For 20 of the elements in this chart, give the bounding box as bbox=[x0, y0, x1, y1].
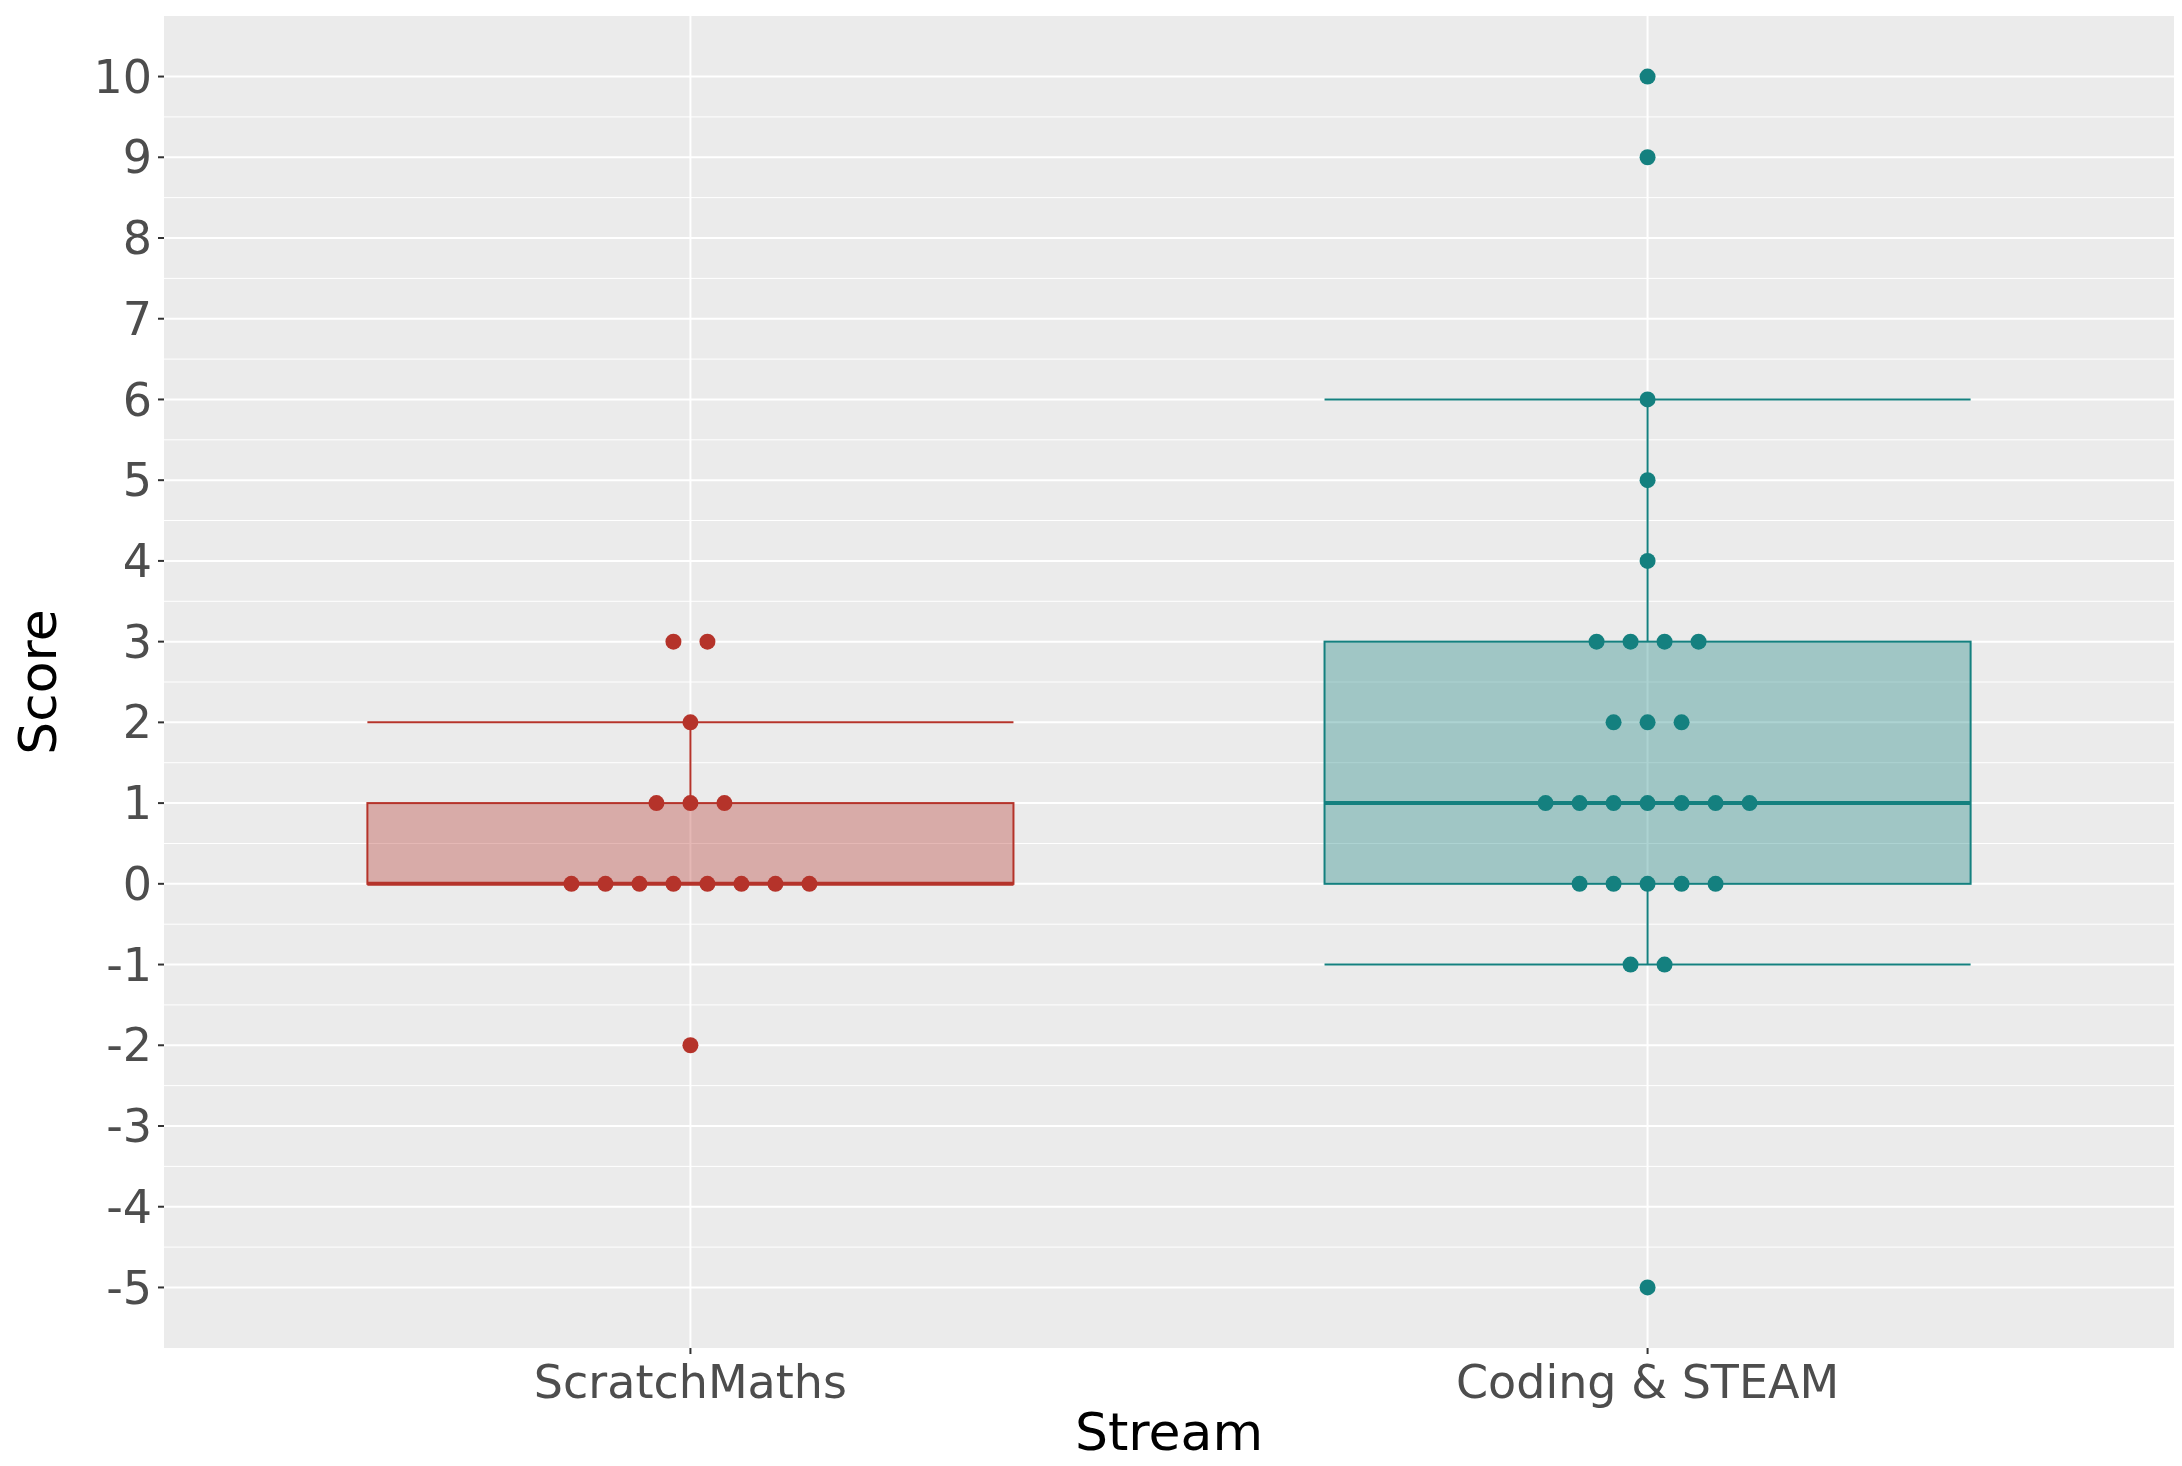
x-axis-title: Stream bbox=[1074, 1402, 1264, 1462]
x-tick-label: Coding & STEAM bbox=[1455, 1355, 1840, 1409]
x-tick-label: ScratchMaths bbox=[533, 1355, 847, 1409]
y-tick-label: 4 bbox=[122, 534, 152, 589]
y-tick-label: -4 bbox=[106, 1179, 152, 1234]
y-tick-label: 6 bbox=[122, 372, 152, 427]
y-tick-label: 5 bbox=[122, 453, 152, 508]
y-tick-label: 10 bbox=[93, 49, 152, 104]
y-tick-label: 2 bbox=[122, 695, 152, 750]
y-tick-label: 8 bbox=[122, 211, 152, 266]
y-tick-label: -5 bbox=[106, 1260, 152, 1315]
y-tick-label: 7 bbox=[122, 291, 152, 346]
y-axis-title: Score bbox=[8, 609, 68, 755]
y-tick-label: -1 bbox=[106, 937, 152, 992]
y-tick-label: 3 bbox=[122, 614, 152, 669]
y-tick-label: 1 bbox=[122, 776, 152, 831]
y-tick-label: 9 bbox=[122, 130, 152, 185]
y-tick-label: -3 bbox=[106, 1099, 152, 1154]
y-tick-label: 0 bbox=[122, 856, 152, 911]
y-tick-label: -2 bbox=[106, 1018, 152, 1073]
